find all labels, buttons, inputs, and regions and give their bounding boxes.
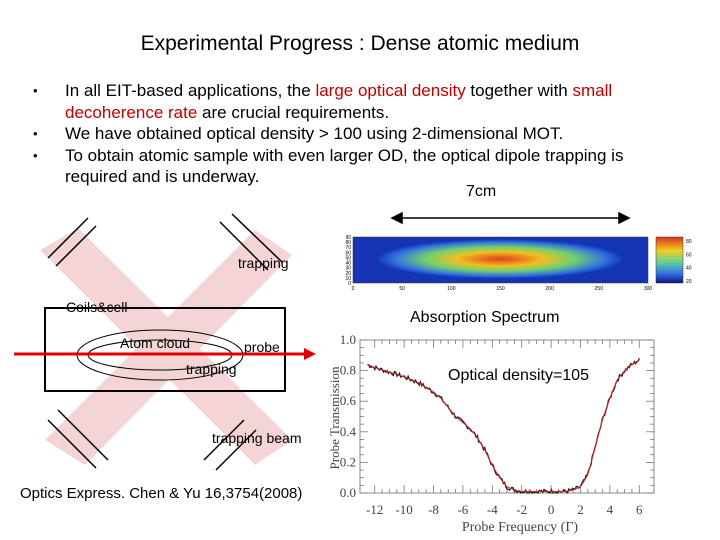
y-tick-label: 0.2 bbox=[340, 454, 356, 469]
bullet-icon: • bbox=[33, 147, 38, 163]
image-y-tick-label: 90 bbox=[345, 235, 351, 241]
image-y-tick-label: 40 bbox=[345, 261, 351, 267]
plot-ticks bbox=[360, 339, 654, 494]
probe-label: probe bbox=[244, 339, 280, 355]
highlight-text: small decoherence rate bbox=[65, 81, 613, 122]
coils-cell-label: Coils&cell bbox=[66, 299, 127, 315]
image-y-tick-label: 30 bbox=[345, 266, 351, 272]
image-colorbar bbox=[655, 236, 684, 284]
slide-title: Experimental Progress : Dense atomic med… bbox=[140, 32, 580, 55]
distance-label: 7cm bbox=[466, 183, 497, 200]
absorption-image bbox=[352, 236, 649, 284]
x-tick-label: -12 bbox=[366, 502, 383, 517]
bullet-text: are crucial requirements. bbox=[197, 102, 390, 122]
bullet-text: together with bbox=[465, 81, 573, 100]
y-tick-label: 0.0 bbox=[340, 485, 356, 500]
image-x-ticks: 0 50 100 150 200 250 300 bbox=[352, 286, 653, 292]
x-tick-label: 2 bbox=[577, 502, 584, 517]
y-tick-label: 1.0 bbox=[340, 332, 356, 347]
trapping-beams bbox=[40, 228, 292, 465]
probe-beam-arrow bbox=[14, 348, 316, 360]
bullet-icon: • bbox=[33, 126, 38, 141]
plot-frame bbox=[359, 339, 655, 494]
bullet-item: • We have obtained optical density > 100 … bbox=[30, 123, 690, 145]
bullet-item: • To obtain atomic sample with even large… bbox=[30, 145, 690, 188]
colorbar-tick-label: 60 bbox=[686, 252, 692, 258]
bullet-text: We have obtained optical density > 100 u… bbox=[65, 124, 564, 143]
image-y-tick-label: 10 bbox=[345, 276, 351, 282]
trapping-mid-label: trapping bbox=[186, 361, 237, 377]
image-x-tick-label: 100 bbox=[447, 286, 456, 292]
y-tick-label: 0.8 bbox=[340, 363, 356, 378]
highlight-text: large optical density bbox=[315, 81, 466, 100]
coils-cell-box bbox=[44, 307, 286, 392]
colorbar-tick-label: 80 bbox=[686, 239, 692, 245]
spectrum-plot: 0.0 0.2 0.4 0.6 0.8 1.0 -12 -10 -8 -6 -4 -2 0 2 4 6 Pr… bbox=[327, 332, 655, 535]
colorbar-ticks: 80 60 40 20 bbox=[686, 239, 692, 285]
atom-cloud-label: Atom cloud bbox=[120, 335, 190, 351]
image-y-tick-label: 80 bbox=[345, 240, 351, 246]
citation: Optics Express. Chen & Yu 16,3754(2008) bbox=[20, 485, 303, 502]
image-x-tick-label: 250 bbox=[595, 286, 604, 292]
x-tick-label: -2 bbox=[516, 502, 527, 517]
distance-arrow bbox=[390, 211, 631, 225]
beam-optics bbox=[47, 213, 283, 471]
image-x-tick-label: 200 bbox=[545, 286, 554, 292]
image-x-tick-label: 150 bbox=[496, 286, 505, 292]
colorbar-tick-label: 40 bbox=[686, 266, 692, 272]
image-y-tick-label: 20 bbox=[345, 271, 351, 277]
bullet-item: • In all EIT-based applications, the larg… bbox=[30, 80, 690, 123]
absorption-title: Absorption Spectrum bbox=[410, 309, 560, 326]
x-tick-label: -4 bbox=[487, 502, 498, 517]
trapping-beam-label: trapping beam bbox=[212, 430, 302, 446]
bullet-text: In all EIT-based applications, the bbox=[65, 81, 316, 100]
y-tick-labels: 0.0 0.2 0.4 0.6 0.8 1.0 bbox=[340, 332, 357, 500]
x-axis-label: Probe Frequency (Γ) bbox=[462, 520, 579, 535]
image-y-tick-label: 50 bbox=[345, 255, 351, 261]
bullet-icon: • bbox=[33, 83, 38, 98]
x-tick-label: 4 bbox=[607, 502, 614, 517]
fit-curve bbox=[367, 359, 640, 492]
image-y-tick-label: 0 bbox=[348, 281, 351, 287]
image-y-tick-label: 70 bbox=[345, 245, 351, 251]
trapping-top-label: trapping bbox=[238, 255, 289, 271]
x-tick-label: -6 bbox=[457, 502, 468, 517]
y-axis-label: Probe Transmission bbox=[327, 366, 342, 469]
colorbar-tick-label: 20 bbox=[686, 279, 692, 285]
image-x-tick-label: 300 bbox=[644, 286, 653, 292]
x-tick-label: 6 bbox=[636, 502, 643, 517]
image-x-tick-label: 0 bbox=[352, 286, 355, 292]
optical-density-label: Optical density=105 bbox=[448, 367, 589, 384]
image-y-tick-label: 60 bbox=[345, 250, 351, 256]
x-tick-labels: -12 -10 -8 -6 -4 -2 0 2 4 6 bbox=[366, 502, 643, 517]
bullet-list: • In all EIT-based applications, the larg… bbox=[30, 80, 690, 188]
x-tick-label: 0 bbox=[548, 502, 555, 517]
bullet-text: To obtain atomic sample with even larger… bbox=[65, 145, 624, 187]
y-tick-label: 0.4 bbox=[340, 424, 357, 439]
y-tick-label: 0.6 bbox=[340, 393, 357, 408]
image-x-tick-label: 50 bbox=[399, 286, 405, 292]
x-tick-label: -10 bbox=[395, 502, 412, 517]
x-tick-label: -8 bbox=[428, 502, 439, 517]
